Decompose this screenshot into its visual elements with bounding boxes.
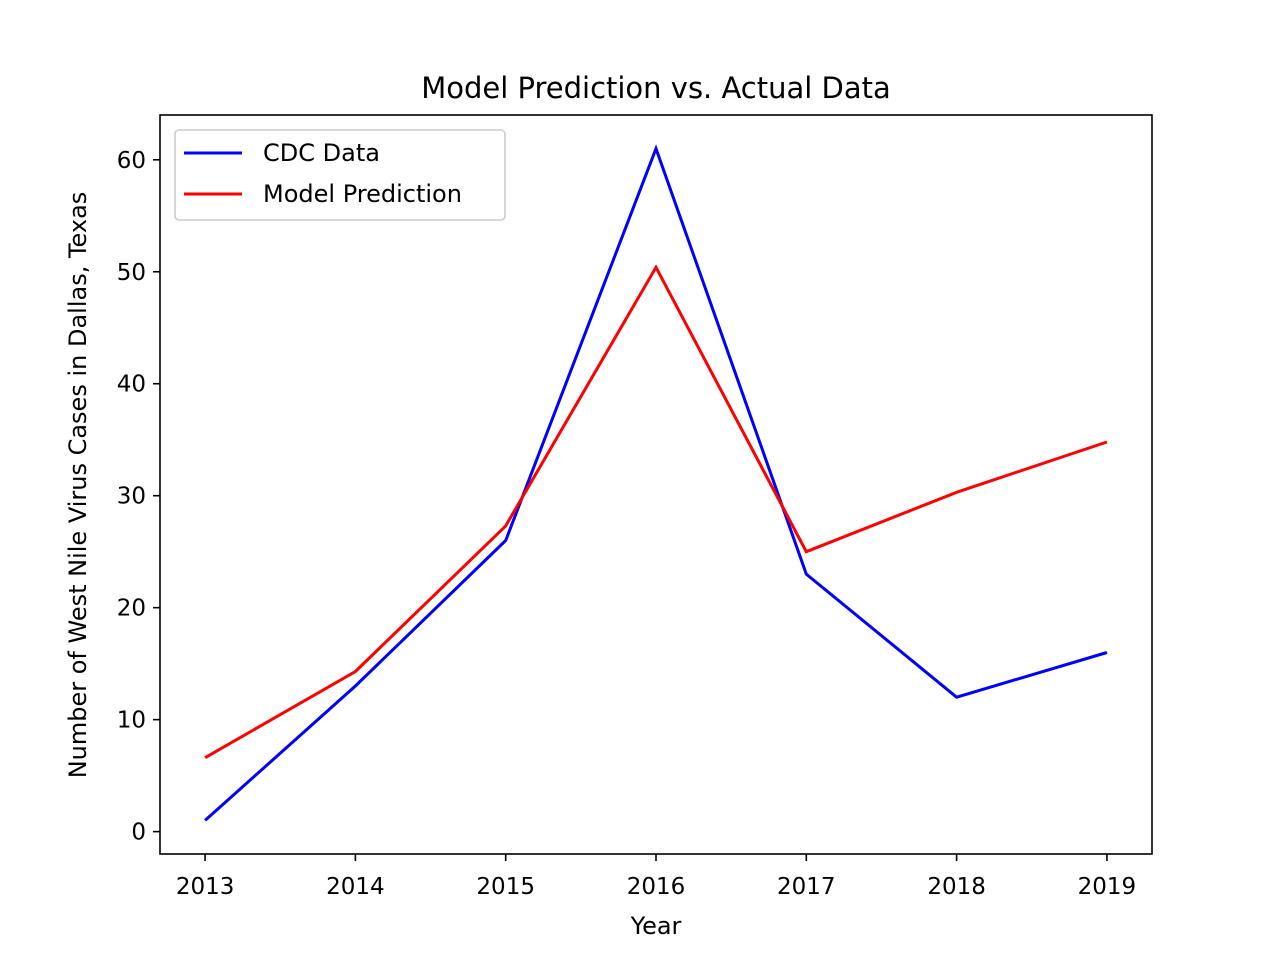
y-axis-label: Number of West Nile Virus Cases in Dalla…: [64, 192, 92, 779]
y-tick-label: 10: [117, 708, 146, 734]
x-tick-label: 2019: [1078, 874, 1137, 900]
y-tick-label: 50: [117, 260, 146, 286]
x-tick-label: 2013: [176, 874, 235, 900]
series-line-model-prediction: [204, 264, 1108, 760]
x-tick-label: 2018: [927, 874, 986, 900]
y-tick-label: 40: [117, 372, 146, 398]
x-axis: 2013 2014 2015 2016 2017 2018 2019: [176, 854, 1136, 900]
y-tick-label: 30: [117, 484, 146, 510]
series-line-cdc-data: [204, 144, 1108, 822]
legend-label: CDC Data: [263, 139, 380, 167]
y-tick-label: 60: [117, 148, 146, 174]
chart-title: Model Prediction vs. Actual Data: [421, 71, 891, 105]
legend-label: Model Prediction: [263, 180, 462, 208]
x-tick-label: 2014: [326, 874, 385, 900]
x-tick-label: 2015: [476, 874, 535, 900]
series-layer: [204, 144, 1108, 822]
y-axis: 0 10 20 30 40 50 60: [117, 148, 160, 846]
y-tick-label: 20: [117, 596, 146, 622]
legend-box: [174, 129, 506, 221]
legend: CDC Data Model Prediction: [174, 129, 506, 221]
x-tick-label: 2016: [627, 874, 686, 900]
y-tick-label: 0: [131, 820, 146, 846]
x-tick-label: 2017: [777, 874, 836, 900]
x-axis-label: Year: [630, 912, 682, 940]
